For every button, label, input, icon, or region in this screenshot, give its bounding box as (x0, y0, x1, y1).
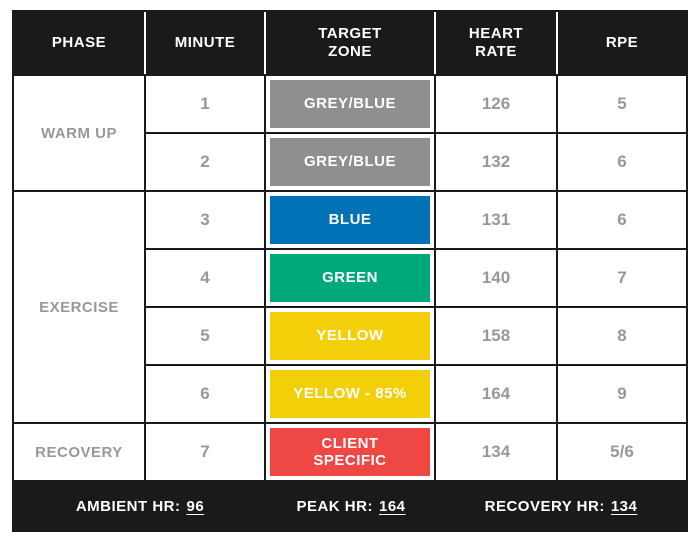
cell-rpe: 6 (558, 190, 686, 248)
footer-peak-value: 164 (379, 498, 406, 515)
cell-rpe: 5 (558, 74, 686, 132)
cell-minute: 5 (146, 306, 266, 364)
cell-rpe: 6 (558, 132, 686, 190)
footer-recovery: RECOVERY HR: 134 (436, 498, 686, 515)
footer-ambient: AMBIENT HR: 96 (14, 498, 266, 515)
zone-chip: BLUE (270, 196, 430, 244)
zone-chip: GREY/BLUE (270, 138, 430, 186)
header-heart-rate: HEART RATE (436, 12, 558, 74)
header-rpe: RPE (558, 12, 686, 74)
zone-chip: CLIENT SPECIFIC (270, 428, 430, 476)
cell-target-zone: YELLOW - 85% (266, 364, 436, 422)
cell-target-zone: BLUE (266, 190, 436, 248)
header-minute: MINUTE (146, 12, 266, 74)
cell-minute: 6 (146, 364, 266, 422)
table-row: 5YELLOW1588 (146, 306, 686, 364)
phase-label: EXERCISE (14, 190, 146, 422)
cell-target-zone: GREEN (266, 248, 436, 306)
table-footer: AMBIENT HR: 96 PEAK HR: 164 RECOVERY HR:… (14, 480, 686, 530)
footer-ambient-value: 96 (186, 498, 204, 515)
cell-heart-rate: 158 (436, 306, 558, 364)
table-row: 7CLIENT SPECIFIC1345/6 (146, 422, 686, 480)
zone-chip: YELLOW (270, 312, 430, 360)
header-target-zone: TARGET ZONE (266, 12, 436, 74)
cell-rpe: 7 (558, 248, 686, 306)
table-row: 2GREY/BLUE1326 (146, 132, 686, 190)
cell-target-zone: YELLOW (266, 306, 436, 364)
cell-heart-rate: 126 (436, 74, 558, 132)
table-row: 1GREY/BLUE1265 (146, 74, 686, 132)
table-body: WARM UPEXERCISERECOVERY1GREY/BLUE12652GR… (14, 74, 686, 480)
zone-chip: GREY/BLUE (270, 80, 430, 128)
cell-heart-rate: 134 (436, 422, 558, 480)
cell-target-zone: GREY/BLUE (266, 132, 436, 190)
cell-target-zone: GREY/BLUE (266, 74, 436, 132)
table-header: PHASE MINUTE TARGET ZONE HEART RATE RPE (14, 12, 686, 74)
cell-heart-rate: 164 (436, 364, 558, 422)
cell-rpe: 5/6 (558, 422, 686, 480)
table-row: 3BLUE1316 (146, 190, 686, 248)
cell-minute: 1 (146, 74, 266, 132)
cell-heart-rate: 132 (436, 132, 558, 190)
cell-minute: 2 (146, 132, 266, 190)
cell-rpe: 8 (558, 306, 686, 364)
footer-ambient-label: AMBIENT HR: (76, 498, 181, 515)
footer-peak-label: PEAK HR: (296, 498, 373, 515)
footer-recovery-label: RECOVERY HR: (485, 498, 605, 515)
cell-rpe: 9 (558, 364, 686, 422)
cell-heart-rate: 140 (436, 248, 558, 306)
zone-chip: GREEN (270, 254, 430, 302)
training-plan-table: PHASE MINUTE TARGET ZONE HEART RATE RPE … (12, 10, 688, 532)
phase-label: WARM UP (14, 74, 146, 190)
cell-minute: 3 (146, 190, 266, 248)
table-row: 6YELLOW - 85%1649 (146, 364, 686, 422)
footer-peak: PEAK HR: 164 (266, 498, 436, 515)
header-phase: PHASE (14, 12, 146, 74)
table-row: 4GREEN1407 (146, 248, 686, 306)
footer-recovery-value: 134 (611, 498, 638, 515)
cell-target-zone: CLIENT SPECIFIC (266, 422, 436, 480)
cell-heart-rate: 131 (436, 190, 558, 248)
cell-minute: 4 (146, 248, 266, 306)
phase-label: RECOVERY (14, 422, 146, 480)
zone-chip: YELLOW - 85% (270, 370, 430, 418)
cell-minute: 7 (146, 422, 266, 480)
